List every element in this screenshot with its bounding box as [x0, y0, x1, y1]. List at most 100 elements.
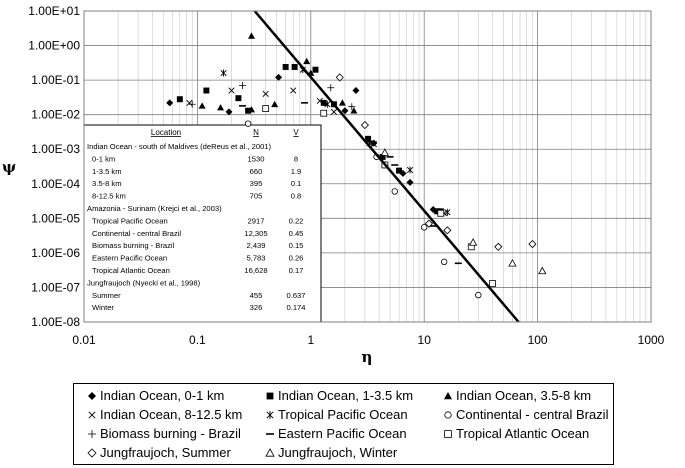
y-tick-label: 1.00E+00	[28, 39, 80, 53]
data-point	[290, 87, 297, 94]
legend-label: Indian Ocean, 0-1 km	[100, 388, 225, 403]
data-point	[475, 291, 482, 299]
legend-item: Indian Ocean, 8-12.5 km	[84, 407, 242, 422]
x-tick-label: 1	[307, 333, 314, 347]
inset-row-n: 16,628	[244, 266, 267, 275]
inset-row-label: 8-12.5 km	[92, 192, 126, 201]
tick-labels: 1.00E-08 1.00E-07 1.00E-06 1.00E-05 1.00E-04…	[28, 4, 664, 347]
inset-row-n: 705	[250, 192, 263, 201]
inset-row-n: 1530	[248, 154, 265, 163]
y-tick-label: 1.00E+01	[28, 4, 80, 18]
legend-item: Indian Ocean, 1-3.5 km	[262, 388, 413, 403]
data-point	[379, 153, 386, 160]
inset-header-n: N	[253, 128, 259, 137]
data-point	[203, 87, 210, 94]
data-point	[166, 99, 174, 107]
legend-marker-icon	[84, 388, 100, 403]
x-tick-label: 0.1	[189, 333, 206, 347]
data-point	[360, 121, 369, 130]
data-point	[228, 87, 235, 94]
data-point	[434, 208, 441, 215]
data-point	[489, 280, 496, 287]
inset-table-box	[83, 124, 322, 323]
data-point	[248, 32, 256, 39]
y-tick-label: 1.00E-05	[31, 211, 80, 225]
data-point	[421, 224, 428, 231]
data-point	[406, 178, 414, 186]
data-point	[365, 135, 372, 142]
data-point	[494, 242, 503, 251]
inset-row-label: Tropical Pacific Ocean	[92, 216, 168, 225]
data-point	[303, 57, 311, 65]
legend-marker-icon	[262, 388, 278, 403]
data-point	[291, 63, 298, 70]
data-point	[424, 219, 433, 228]
y-tick-label: 1.00E-08	[31, 315, 80, 329]
data-point	[262, 105, 270, 112]
data-point	[370, 139, 378, 147]
x-tick-label: 10	[418, 333, 432, 347]
y-tick-label: 1.00E-04	[31, 177, 80, 191]
inset-row-label: Tropical Atlantic Ocean	[92, 266, 170, 275]
legend-item: Indian Ocean, 3.5-8 km	[440, 388, 591, 403]
data-point	[538, 266, 547, 275]
inset-row-label: 1-3.5 km	[92, 167, 122, 176]
data-point	[225, 108, 233, 116]
y-tick-label: 1.00E-01	[31, 73, 80, 87]
data-point	[330, 108, 338, 116]
fit-line	[253, 10, 520, 323]
data-point	[316, 97, 323, 105]
inset-row-v: 0.1	[291, 179, 302, 188]
inset-row-label: 3.5-8 km	[92, 179, 122, 188]
data-point	[444, 208, 451, 216]
data-point	[508, 258, 517, 267]
legend-marker	[444, 411, 452, 419]
legend-label: Indian Ocean, 8-12.5 km	[100, 407, 243, 422]
data-point	[338, 99, 346, 106]
data-point	[188, 100, 196, 108]
legend-marker-icon	[262, 426, 278, 441]
y-tick-label: 1.00E-03	[31, 142, 80, 156]
data-point	[220, 69, 227, 77]
data-point	[320, 99, 327, 106]
legend: Indian Ocean, 0-1 km Indian Ocean, 1-3.5 …	[73, 383, 614, 465]
inset-row-v: 1.9	[291, 167, 302, 176]
inset-row-n: 2,439	[246, 241, 265, 250]
data-point	[176, 96, 183, 103]
data-point	[327, 84, 335, 92]
inset-row-v: 0.174	[286, 303, 305, 312]
inset-group-label: Amazonia - Surinam (Krejci et al., 2003)	[87, 204, 222, 213]
inset-group-label: Indian Ocean - south of Maldives (deReus…	[87, 142, 272, 151]
inset-row-v: 8	[294, 154, 298, 163]
legend-marker	[87, 448, 97, 458]
chart: 1.00E-08 1.00E-07 1.00E-06 1.00E-05 1.00E-04…	[2, 4, 665, 366]
inset-row-n: 395	[250, 179, 263, 188]
legend-marker-icon	[440, 426, 456, 441]
x-tick-label: 1000	[638, 333, 665, 347]
legend-item: Tropical Pacific Ocean	[262, 407, 408, 422]
y-tick-label: 1.00E-02	[31, 108, 80, 122]
legend-marker	[444, 392, 452, 400]
inset-row-n: 5,783	[246, 254, 265, 263]
data-point	[396, 167, 403, 174]
legend-marker	[88, 392, 96, 400]
data-point	[248, 106, 256, 113]
y-tick-label: 1.00E-06	[31, 246, 80, 260]
inset-row-n: 660	[250, 167, 263, 176]
inset-row-label: Continental - central Brazil	[92, 229, 181, 238]
data-point	[348, 103, 356, 111]
legend-item: Indian Ocean, 0-1 km	[84, 388, 224, 403]
inset-row-label: 0-1 km	[92, 154, 115, 163]
inset-row-label: Eastern Pacific Ocean	[92, 254, 167, 263]
legend-item: Tropical Atlantic Ocean	[440, 426, 589, 441]
legend-label: Jungfraujoch, Summer	[100, 445, 231, 460]
data-point	[528, 240, 537, 249]
inset-row-v: 0.26	[289, 254, 304, 263]
data-point	[443, 226, 452, 235]
data-point	[271, 100, 279, 108]
data-point	[262, 90, 269, 97]
data-point	[320, 109, 328, 117]
data-point	[335, 73, 344, 82]
legend-marker-icon	[84, 426, 100, 441]
y-tick-label: 1.00E-07	[31, 280, 80, 294]
